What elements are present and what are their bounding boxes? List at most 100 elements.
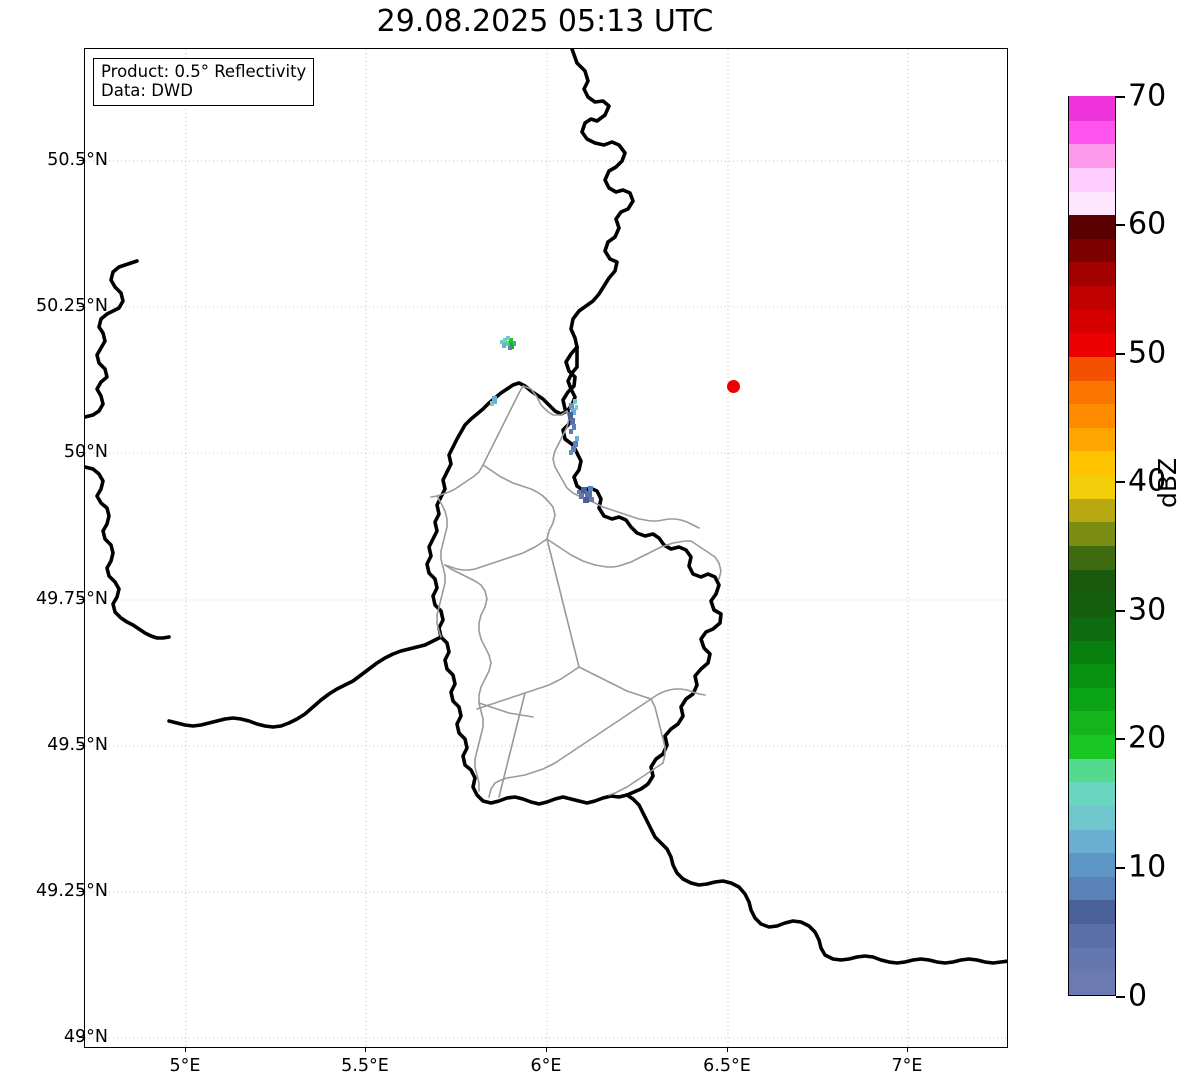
colorbar-band [1069,545,1115,570]
colorbar-label-60: 60 [1128,206,1167,242]
border-luxembourg-east [572,451,723,797]
x-tick-label-5p5e: 5.5°E [341,1056,389,1076]
y-tick-mark [79,891,83,892]
y-tick-label-50p25: 50.25°N [36,296,108,316]
colorbar[interactable] [1068,96,1116,996]
colorbar-band [1069,947,1115,972]
colorbar-label-70: 70 [1128,78,1167,114]
admin-borders [430,385,722,798]
colorbar-band [1069,829,1115,854]
y-tick-label-49p25: 49.25°N [36,881,108,901]
colorbar-band [1069,143,1115,168]
colorbar-label-30: 30 [1128,592,1167,628]
radar-echoes [490,336,594,503]
colorbar-band [1069,214,1115,239]
border-belgium-northwest [85,259,139,419]
colorbar-tick-mark [1116,353,1125,355]
x-tick-mark [185,1048,186,1052]
info-box: Product: 0.5° Reflectivity Data: DWD [93,58,315,106]
x-tick-label-6e: 6°E [530,1056,562,1076]
border-luxembourg-south [439,635,629,806]
border-belgium-france [167,635,443,729]
colorbar-band [1069,498,1115,523]
x-tick-mark [365,1048,366,1052]
info-product-line: Product: 0.5° Reflectivity [101,62,307,81]
colorbar-band [1069,616,1115,641]
colorbar-tick-mark [1116,996,1125,998]
y-tick-mark [79,599,83,600]
border-luxembourg-west [425,345,579,639]
colorbar-tick-mark [1116,224,1125,226]
y-tick-label-50: 50°N [63,442,108,462]
x-tick-mark [546,1048,547,1052]
colorbar-band [1069,238,1115,263]
x-tick-label-7e: 7°E [891,1056,923,1076]
colorbar-band [1069,190,1115,216]
colorbar-label-50: 50 [1128,335,1167,371]
colorbar-band [1069,734,1115,759]
y-tick-label-49p5: 49.5°N [47,735,108,755]
map-geometry [85,49,1007,1047]
colorbar-tick-mark [1116,867,1125,869]
colorbar-band [1069,852,1115,877]
colorbar-label-10: 10 [1128,849,1167,885]
colorbar-band [1069,261,1115,287]
colorbar-tick-mark [1116,610,1125,612]
border-germany-west [561,345,579,455]
colorbar-tick-mark [1116,96,1125,98]
colorbar-band [1069,403,1115,428]
colorbar-band [1069,781,1115,806]
y-tick-mark [79,306,83,307]
y-tick-label-50p5: 50.5°N [47,150,108,170]
colorbar-band [1069,876,1115,901]
y-tick-mark [79,452,83,453]
colorbar-label-20: 20 [1128,720,1167,756]
colorbar-axis-label: dBZ [1153,457,1182,508]
map-plot-area[interactable] [84,48,1008,1048]
x-tick-label-6p5e: 6.5°E [703,1056,751,1076]
border-north-east [569,49,635,349]
grid-vertical [185,49,909,1047]
colorbar-band [1069,758,1115,783]
page-title: 29.08.2025 05:13 UTC [376,4,714,39]
colorbar-band [1069,285,1115,310]
y-tick-mark [79,160,83,161]
y-tick-mark [79,745,83,746]
border-belgium-west-lower [85,465,171,640]
colorbar-band [1069,923,1115,948]
colorbar-band [1069,120,1115,145]
colorbar-band [1069,687,1115,712]
colorbar-label-40: 40 [1128,463,1167,499]
colorbar-band [1069,309,1115,334]
colorbar-band [1069,167,1115,192]
colorbar-band [1069,356,1115,381]
border-france-germany-se [625,793,1007,965]
colorbar-label-0: 0 [1128,978,1148,1014]
x-tick-mark [907,1048,908,1052]
colorbar-tick-mark [1116,738,1125,740]
y-tick-label-49: 49°N [63,1027,108,1047]
colorbar-band [1069,592,1115,617]
x-tick-label-5e: 5°E [169,1056,201,1076]
colorbar-tick-mark [1116,481,1125,483]
colorbar-band [1069,450,1115,476]
colorbar-band [1069,427,1115,452]
colorbar-band [1069,569,1115,594]
info-data-line: Data: DWD [101,81,193,101]
x-tick-mark [727,1048,728,1052]
colorbar-band [1069,521,1115,546]
y-tick-mark [79,1037,83,1038]
grid-horizontal [85,160,1007,1039]
colorbar-band [1069,899,1115,925]
y-tick-label-49p75: 49.75°N [36,589,108,609]
colorbar-band [1069,970,1115,995]
colorbar-band [1069,96,1115,121]
colorbar-band [1069,805,1115,830]
country-borders [85,49,1007,965]
radar-station-marker[interactable] [727,380,740,393]
colorbar-band [1069,380,1115,405]
colorbar-band [1069,332,1115,357]
colorbar-band [1069,663,1115,688]
colorbar-band [1069,710,1115,736]
